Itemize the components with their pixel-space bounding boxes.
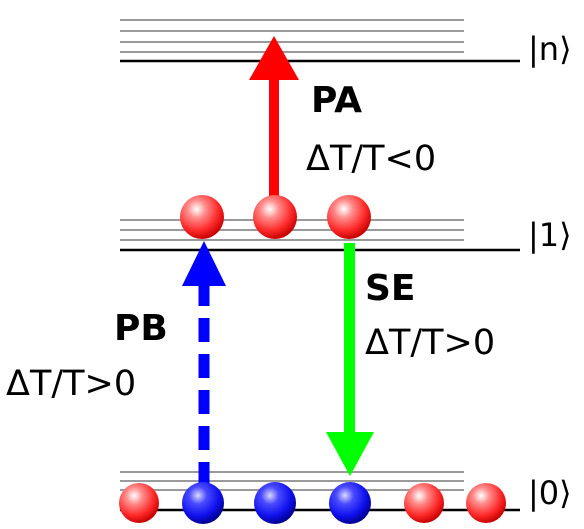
pa-arrow-shaft <box>269 75 279 210</box>
level-zero-label: |0⟩ <box>528 474 572 512</box>
pb-label: PB <box>114 308 168 349</box>
blue-particle <box>182 482 224 524</box>
level-one-particles <box>180 195 371 239</box>
red-particle <box>327 195 371 239</box>
level-zero: |0⟩ <box>120 471 572 512</box>
se-condition: ΔT/T>0 <box>365 323 495 363</box>
se-arrow-head <box>326 432 374 476</box>
se-arrow <box>326 243 374 476</box>
pb-condition: ΔT/T>0 <box>6 364 136 404</box>
level-n: |n⟩ <box>120 19 572 68</box>
blue-particle <box>254 482 296 524</box>
se-label: SE <box>365 268 416 309</box>
red-particle <box>466 483 506 523</box>
level-zero-particles <box>119 482 506 524</box>
pb-arrow-head <box>182 241 226 286</box>
red-particle <box>404 483 444 523</box>
pa-arrow-head <box>249 36 299 80</box>
level-n-label: |n⟩ <box>528 30 572 68</box>
pa-arrow <box>249 36 299 210</box>
level-one-label: |1⟩ <box>528 216 572 254</box>
red-particle <box>180 195 224 239</box>
pb-arrow <box>182 241 226 492</box>
se-arrow-shaft <box>344 243 355 436</box>
red-particle <box>253 195 297 239</box>
pa-condition: ΔT/T<0 <box>306 139 436 179</box>
blue-particle <box>329 482 371 524</box>
pa-label: PA <box>311 80 362 121</box>
red-particle <box>119 483 159 523</box>
